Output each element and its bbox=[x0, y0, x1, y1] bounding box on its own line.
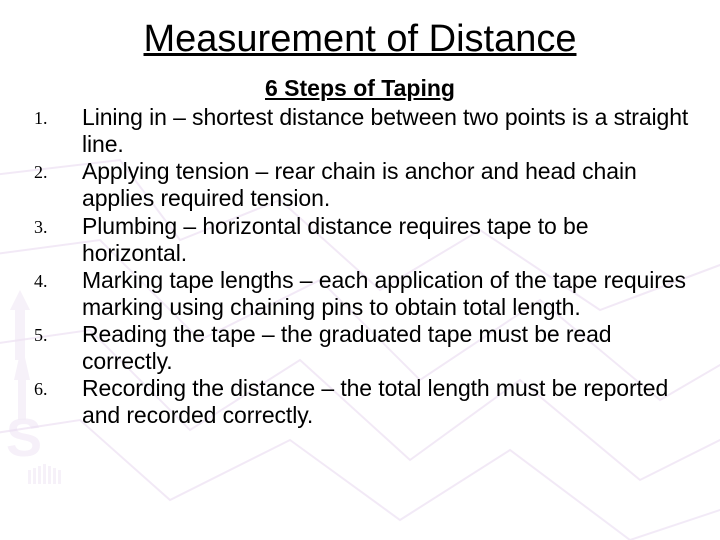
item-text: Plumbing – horizontal distance requires … bbox=[82, 213, 692, 267]
item-text: Marking tape lengths – each application … bbox=[82, 267, 692, 321]
slide-content: Measurement of Distance 6 Steps of Tapin… bbox=[0, 0, 720, 450]
item-number: 1. bbox=[28, 104, 82, 129]
steps-list: 1.Lining in – shortest distance between … bbox=[28, 104, 692, 430]
slide-title: Measurement of Distance bbox=[28, 18, 692, 61]
slide-subtitle: 6 Steps of Taping bbox=[82, 75, 692, 102]
item-number: 2. bbox=[28, 158, 82, 183]
item-number: 6. bbox=[28, 375, 82, 400]
list-item: 2.Applying tension – rear chain is ancho… bbox=[28, 158, 692, 212]
item-number: 3. bbox=[28, 213, 82, 238]
item-text: Reading the tape – the graduated tape mu… bbox=[82, 321, 692, 375]
item-number: 5. bbox=[28, 321, 82, 346]
list-item: 5.Reading the tape – the graduated tape … bbox=[28, 321, 692, 375]
list-item: 6.Recording the distance – the total len… bbox=[28, 375, 692, 429]
list-item: 4.Marking tape lengths – each applicatio… bbox=[28, 267, 692, 321]
item-text: Recording the distance – the total lengt… bbox=[82, 375, 692, 429]
item-number: 4. bbox=[28, 267, 82, 292]
item-text: Lining in – shortest distance between tw… bbox=[82, 104, 692, 158]
list-item: 1.Lining in – shortest distance between … bbox=[28, 104, 692, 158]
item-text: Applying tension – rear chain is anchor … bbox=[82, 158, 692, 212]
list-item: 3.Plumbing – horizontal distance require… bbox=[28, 213, 692, 267]
